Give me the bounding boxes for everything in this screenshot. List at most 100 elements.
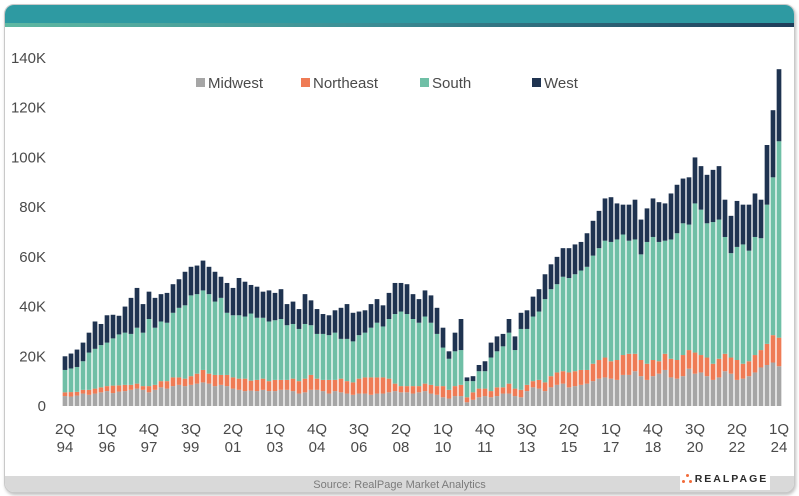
bar-segment-northeast [122, 384, 128, 392]
bar-segment-west [446, 351, 452, 359]
bar-segment-midwest [308, 389, 314, 406]
bar-segment-northeast [248, 380, 254, 391]
bar-segment-midwest [764, 364, 770, 406]
bar-segment-south [602, 240, 608, 358]
bar-segment-midwest [566, 387, 572, 406]
bar-segment-west [674, 184, 680, 234]
bar-segment-south [548, 289, 554, 377]
bar-segment-northeast [476, 388, 482, 398]
bar-segment-northeast [392, 383, 398, 392]
bar-segment-midwest [476, 397, 482, 406]
bar-segment-midwest [656, 373, 662, 406]
bar-segment-midwest [80, 393, 86, 406]
bar-segment-midwest [584, 383, 590, 406]
bar-segment-northeast [170, 377, 176, 387]
bar-segment-northeast [494, 387, 500, 397]
bar-segment-south [152, 327, 158, 385]
bar-segment-west [266, 290, 272, 322]
bar-segment-west [134, 287, 140, 328]
bar-segment-west [332, 310, 338, 333]
bar-segment-northeast [530, 381, 536, 388]
bar-segment-south [692, 203, 698, 353]
bar-segment-south [320, 333, 326, 380]
bar-segment-west [428, 295, 434, 323]
x-tick-label-year: 99 [183, 439, 200, 456]
bar-segment-midwest [422, 391, 428, 406]
bar-segment-south [146, 319, 152, 387]
bar-segment-midwest [218, 384, 224, 406]
bar-segment-northeast [740, 363, 746, 379]
bar-segment-south [560, 276, 566, 372]
bar-segment-northeast [596, 360, 602, 379]
bar-segment-midwest [434, 394, 440, 406]
bar-segment-west [710, 169, 716, 223]
bar-segment-midwest [296, 393, 302, 406]
bar-segment-midwest [98, 392, 104, 406]
bar-segment-midwest [614, 379, 620, 406]
bar-segment-south [362, 332, 368, 378]
bar-segment-northeast [260, 378, 266, 390]
bar-segment-midwest [326, 393, 332, 406]
bar-segment-northeast [326, 379, 332, 394]
bar-segment-northeast [398, 386, 404, 393]
bar-segment-west [182, 271, 188, 306]
bar-segment-west [308, 300, 314, 326]
bar-segment-south [356, 335, 362, 379]
bar-segment-northeast [548, 376, 554, 388]
bar-segment-northeast [404, 386, 410, 393]
bar-segment-northeast [758, 350, 764, 368]
bar-segment-northeast [98, 387, 104, 393]
legend-label-west: West [544, 75, 579, 92]
bar-segment-south [386, 319, 392, 379]
y-tick-label: 0 [38, 398, 46, 415]
bar-segment-midwest [542, 391, 548, 406]
bar-segment-west [644, 208, 650, 242]
bar-segment-west [362, 310, 368, 333]
x-tick-label-year: 13 [519, 439, 536, 456]
bar-segment-south [656, 241, 662, 362]
bar-segment-midwest [92, 393, 98, 406]
bar-segment-midwest [164, 388, 170, 406]
bar-segment-midwest [740, 378, 746, 406]
x-tick-label-year: 96 [99, 439, 116, 456]
bar-segment-northeast [80, 389, 86, 394]
bar-segment-northeast [146, 386, 152, 393]
bar-segment-midwest [560, 383, 566, 406]
bar-segment-northeast [734, 360, 740, 380]
bar-segment-midwest [392, 391, 398, 406]
bar-segment-northeast [428, 384, 434, 394]
x-tick-label-quarter: 4Q [139, 421, 159, 438]
bar-segment-midwest [266, 391, 272, 406]
bar-segment-west [236, 277, 242, 316]
bar-segment-midwest [530, 387, 536, 406]
bar-segment-west [158, 294, 164, 322]
bar-segment-west [242, 281, 248, 317]
bar-segment-south [236, 315, 242, 379]
bar-segment-west [776, 69, 782, 142]
bar-segment-south [626, 240, 632, 354]
x-tick-label-quarter: 3Q [181, 421, 201, 438]
bar-segment-west [500, 333, 506, 347]
bar-segment-midwest [320, 391, 326, 406]
bar-segment-south [734, 246, 740, 361]
legend-label-south: South [432, 75, 471, 92]
bar-segment-northeast [368, 377, 374, 395]
bar-segment-northeast [176, 377, 182, 385]
bar-segment-northeast [518, 389, 524, 398]
bar-segment-midwest [572, 386, 578, 406]
bar-segment-midwest [464, 402, 470, 406]
bar-segment-west [422, 290, 428, 317]
bar-segment-midwest [182, 386, 188, 406]
bar-segment-midwest [578, 384, 584, 406]
bar-segment-south [506, 332, 512, 384]
bar-segment-midwest [146, 392, 152, 406]
bar-segment-midwest [650, 376, 656, 406]
x-tick-label-year: 10 [435, 439, 452, 456]
bar-segment-midwest [128, 389, 134, 406]
bar-segment-northeast [674, 360, 680, 379]
bar-segment-south [680, 223, 686, 356]
bar-segment-midwest [638, 376, 644, 406]
bar-segment-west [470, 376, 476, 382]
bar-segment-west [380, 305, 386, 327]
bar-segment-west [662, 203, 668, 241]
